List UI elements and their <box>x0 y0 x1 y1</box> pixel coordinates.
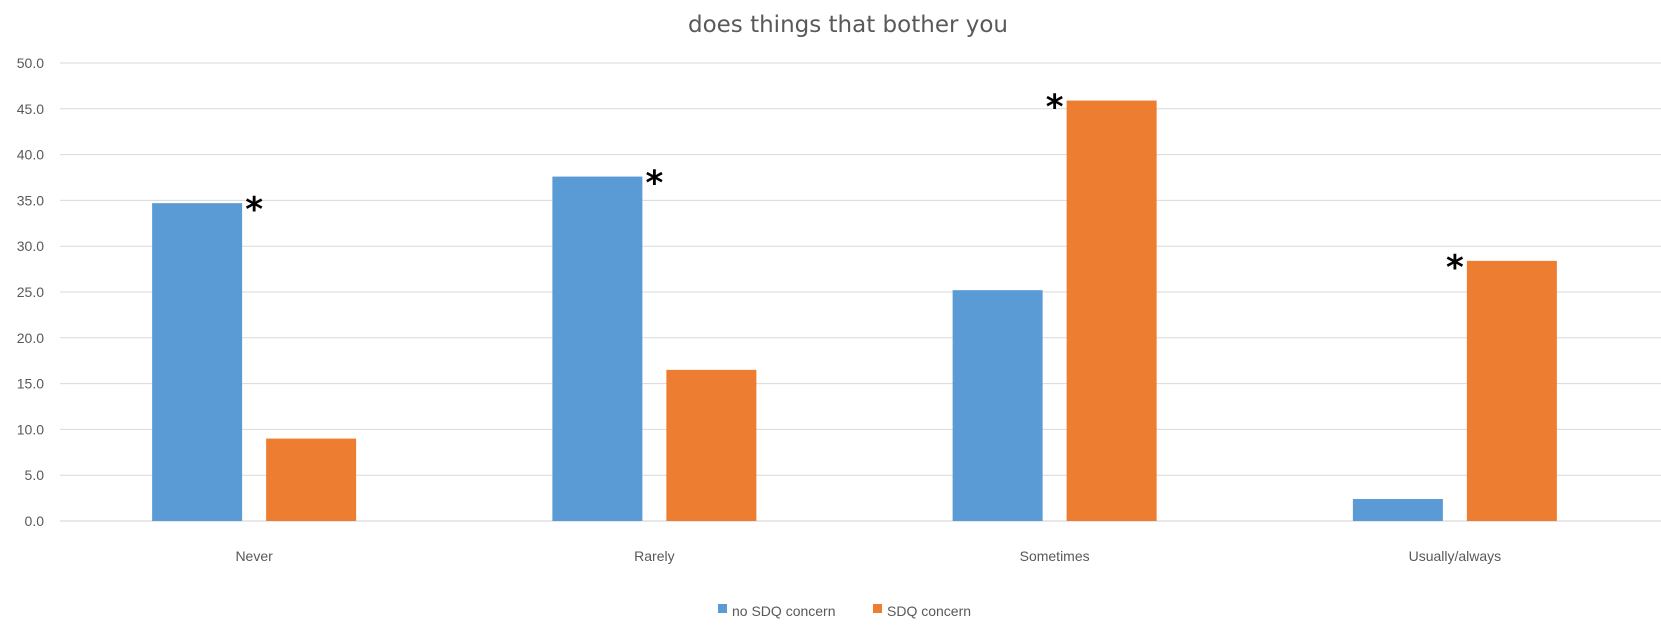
bar-1-3 <box>1466 260 1557 521</box>
y-tick-label: 35.0 <box>17 192 44 208</box>
chart-title: does things that bother you <box>688 12 1008 38</box>
x-category-label: Sometimes <box>1020 548 1090 564</box>
significance-star: * <box>245 190 263 230</box>
legend-swatch <box>873 604 882 613</box>
legend-label: no SDQ concern <box>732 603 836 619</box>
significance-star: * <box>1446 248 1464 288</box>
significance-star: * <box>645 164 663 204</box>
y-tick-label: 25.0 <box>17 284 44 300</box>
bar-0-1 <box>552 176 643 522</box>
bar-1-1 <box>666 369 757 521</box>
y-tick-label: 5.0 <box>25 467 45 483</box>
significance-markers: * * * * <box>245 88 1464 288</box>
x-category-label: Never <box>235 548 273 564</box>
bar-1-0 <box>266 438 357 521</box>
x-category-label: Rarely <box>634 548 674 564</box>
bar-0-0 <box>152 203 243 521</box>
y-tick-label: 50.0 <box>17 55 44 71</box>
legend: no SDQ concern SDQ concern <box>718 603 971 619</box>
significance-star: * <box>1046 88 1064 128</box>
legend-label: SDQ concern <box>887 603 971 619</box>
y-tick-label: 40.0 <box>17 147 44 163</box>
x-category-label: Usually/always <box>1409 548 1502 564</box>
x-axis-categories: Never Rarely Sometimes Usually/always <box>235 548 1501 564</box>
legend-swatch <box>718 604 727 613</box>
y-tick-label: 0.0 <box>25 513 45 529</box>
y-tick-label: 20.0 <box>17 330 44 346</box>
bar-1-2 <box>1066 100 1157 521</box>
y-tick-label: 30.0 <box>17 238 44 254</box>
y-tick-label: 10.0 <box>17 421 44 437</box>
y-tick-label: 15.0 <box>17 376 44 392</box>
bar-0-3 <box>1352 499 1443 521</box>
bars <box>152 100 1557 522</box>
y-axis-ticks: 0.0 5.0 10.0 15.0 20.0 25.0 30.0 35.0 40.0 45.0 50… <box>17 55 44 529</box>
bar-0-2 <box>952 290 1043 521</box>
y-tick-label: 45.0 <box>17 101 44 117</box>
